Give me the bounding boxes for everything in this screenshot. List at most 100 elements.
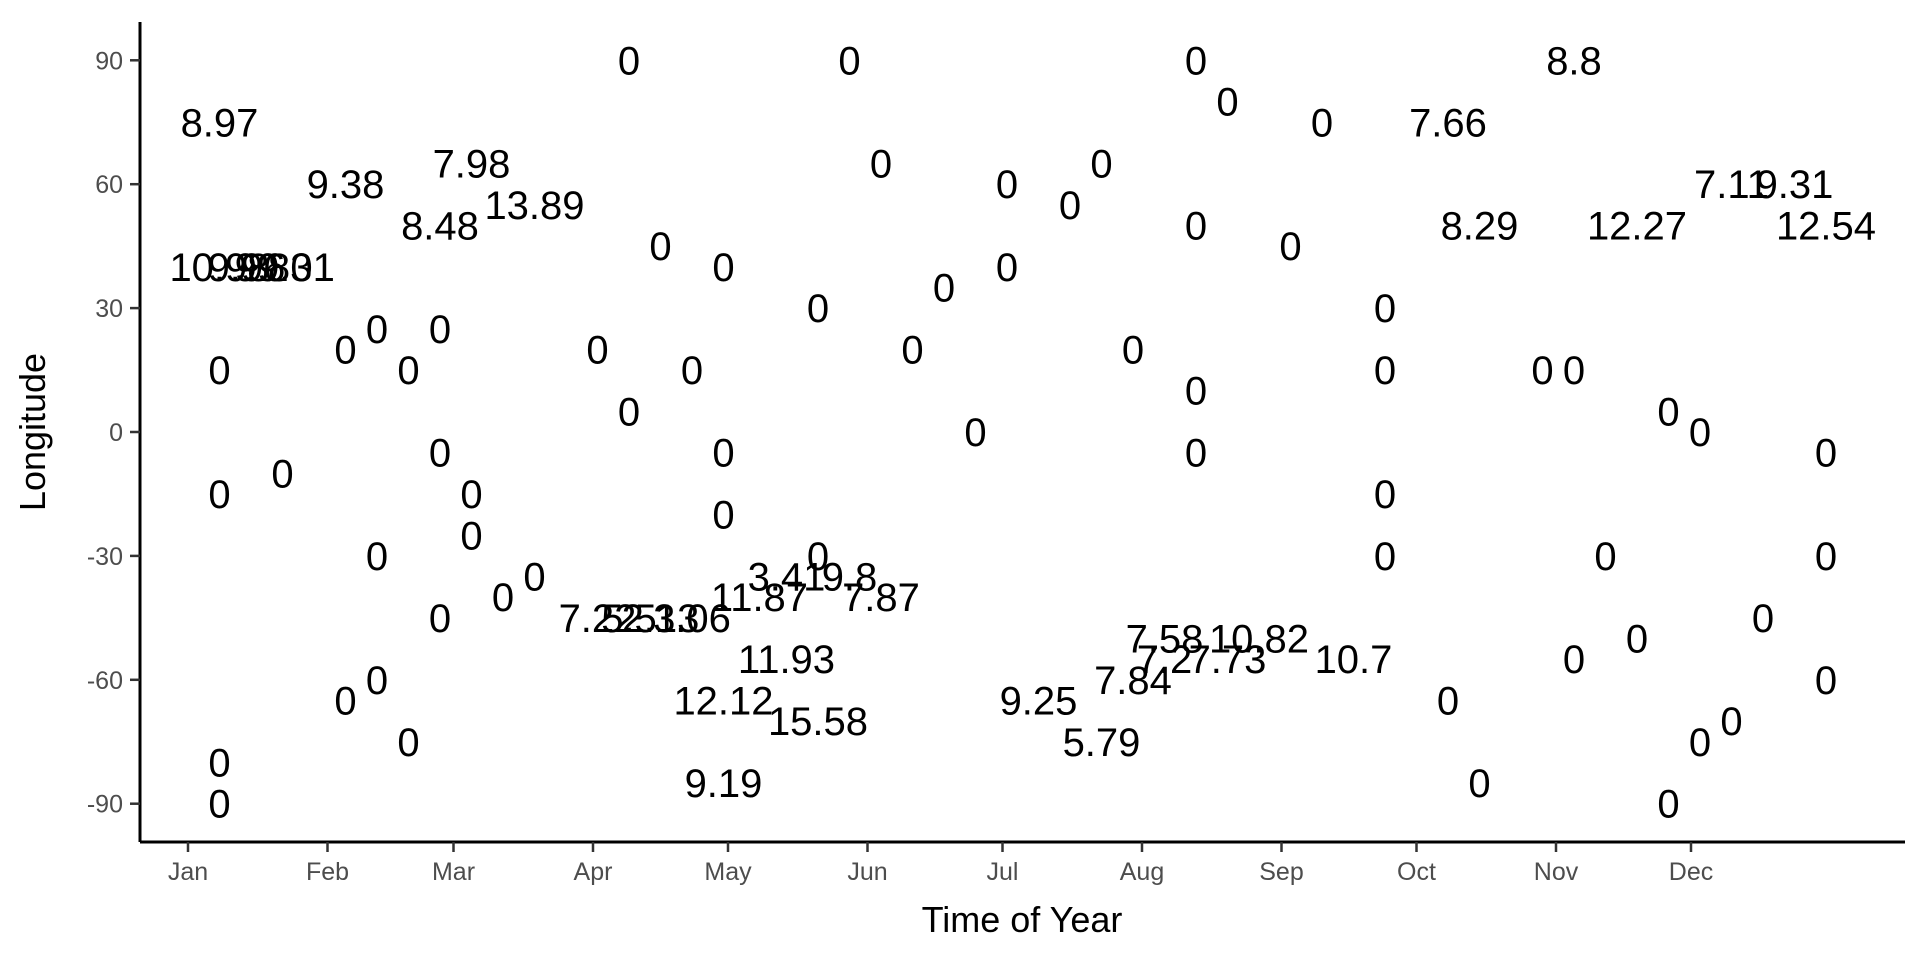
point-label: 8.97 bbox=[181, 101, 259, 145]
point-label: 0 bbox=[1594, 535, 1616, 579]
point-label: 7.2 bbox=[1137, 638, 1193, 682]
point-label: 0 bbox=[996, 163, 1018, 207]
point-label: 0 bbox=[1689, 721, 1711, 765]
point-label: 0 bbox=[586, 328, 608, 372]
point-label: 0 bbox=[1185, 205, 1207, 249]
y-tick-label: 90 bbox=[95, 47, 123, 75]
point-label: 0 bbox=[933, 266, 955, 310]
y-tick-label: 60 bbox=[95, 171, 123, 199]
point-label: 0 bbox=[334, 679, 356, 723]
point-label: 0 bbox=[1311, 101, 1333, 145]
x-tick-label: May bbox=[704, 858, 752, 886]
point-label: 0 bbox=[1090, 143, 1112, 187]
point-label: 0 bbox=[901, 328, 923, 372]
point-label: 0 bbox=[1185, 370, 1207, 414]
point-label: 12.54 bbox=[1776, 205, 1876, 249]
point-label: 0 bbox=[1279, 225, 1301, 269]
point-label: 0 bbox=[1563, 349, 1585, 393]
point-label: 7.84 bbox=[1094, 659, 1172, 703]
point-label: 0 bbox=[1185, 39, 1207, 83]
point-label: 11.93 bbox=[738, 638, 835, 682]
point-label: 10.98 bbox=[169, 246, 269, 290]
point-label: 8.8 bbox=[1546, 39, 1602, 83]
point-label: 0 bbox=[807, 535, 829, 579]
point-label: 2.13 bbox=[622, 597, 700, 641]
point-label: 0 bbox=[429, 432, 451, 476]
x-tick-label: Apr bbox=[574, 858, 613, 886]
point-label: 0 bbox=[366, 659, 388, 703]
point-label: 9.01 bbox=[257, 246, 335, 290]
point-label: 7.58 bbox=[1126, 618, 1204, 662]
point-label: 0 bbox=[618, 39, 640, 83]
point-label: 7.11 bbox=[1694, 163, 1769, 207]
x-tick-label: Nov bbox=[1534, 858, 1579, 886]
point-label: 10.7 bbox=[1315, 638, 1393, 682]
point-label: 0 bbox=[334, 328, 356, 372]
point-label: 9.25 bbox=[1000, 679, 1078, 723]
point-label: 0 bbox=[1626, 618, 1648, 662]
y-tick-label: -90 bbox=[87, 791, 123, 819]
point-label: 12.12 bbox=[673, 679, 773, 723]
point-label: 0 bbox=[397, 349, 419, 393]
point-label: 0 bbox=[1815, 659, 1837, 703]
point-label: 0 bbox=[1374, 473, 1396, 517]
x-tick-label: Feb bbox=[306, 858, 349, 886]
y-tick-label: -30 bbox=[87, 543, 123, 571]
point-label: 0 bbox=[208, 783, 230, 827]
point-label: 9.8 bbox=[822, 556, 878, 600]
point-label: 0 bbox=[1216, 81, 1238, 125]
point-label: 0 bbox=[208, 349, 230, 393]
point-label: 7.87 bbox=[842, 576, 920, 620]
point-label: 0 bbox=[1468, 762, 1490, 806]
point-label: 0 bbox=[523, 556, 545, 600]
x-tick-label: Jan bbox=[168, 858, 208, 886]
point-label: 0 bbox=[681, 349, 703, 393]
point-label: 0 bbox=[870, 143, 892, 187]
x-tick-label: Sep bbox=[1259, 858, 1303, 886]
point-label: 0 bbox=[712, 246, 734, 290]
point-label: 0 bbox=[618, 390, 640, 434]
y-tick-label: 30 bbox=[95, 295, 123, 323]
x-tick-label: Oct bbox=[1397, 858, 1436, 886]
point-label: 0 bbox=[1374, 287, 1396, 331]
point-label: 0 bbox=[1122, 328, 1144, 372]
point-label: 9.96 bbox=[208, 246, 286, 290]
point-label: 3.06 bbox=[653, 597, 731, 641]
point-label: 0 bbox=[1815, 535, 1837, 579]
point-label: 0 bbox=[429, 597, 451, 641]
x-tick-label: Jun bbox=[847, 858, 887, 886]
point-label: 0 bbox=[1657, 783, 1679, 827]
point-label: 0 bbox=[208, 473, 230, 517]
x-tick-label: Dec bbox=[1669, 858, 1713, 886]
point-label: 15.58 bbox=[768, 700, 868, 744]
point-label: 0 bbox=[1185, 432, 1207, 476]
point-label: 0 bbox=[1689, 411, 1711, 455]
y-tick-label: 0 bbox=[109, 419, 123, 447]
point-label: 0 bbox=[429, 308, 451, 352]
point-label: 11.87 bbox=[711, 576, 808, 620]
point-label: 0 bbox=[649, 225, 671, 269]
point-label: 5.79 bbox=[1063, 721, 1141, 765]
point-label: 7.66 bbox=[1409, 101, 1487, 145]
point-label: 12.27 bbox=[1587, 205, 1687, 249]
point-label: 7.98 bbox=[433, 143, 511, 187]
y-axis-ticks: 90 60 30 0 -30 -60 -90 bbox=[87, 47, 140, 819]
point-label: 0 bbox=[712, 432, 734, 476]
point-label: 0 bbox=[807, 287, 829, 331]
point-label: 10.82 bbox=[1209, 618, 1309, 662]
point-label: 0 bbox=[1437, 679, 1459, 723]
point-label: 0 bbox=[397, 721, 419, 765]
point-label: 9.19 bbox=[685, 762, 763, 806]
x-tick-label: Mar bbox=[432, 858, 475, 886]
point-label: 0 bbox=[1059, 184, 1081, 228]
point-label: 0 bbox=[208, 741, 230, 785]
point-label: 0 bbox=[838, 39, 860, 83]
point-label: 9.83 bbox=[235, 246, 313, 290]
point-label: 0 bbox=[1752, 597, 1774, 641]
point-label: 0 bbox=[1815, 432, 1837, 476]
point-label: 8.48 bbox=[401, 205, 479, 249]
point-label: 0 bbox=[1657, 390, 1679, 434]
x-axis-title: Time of Year bbox=[922, 899, 1123, 940]
